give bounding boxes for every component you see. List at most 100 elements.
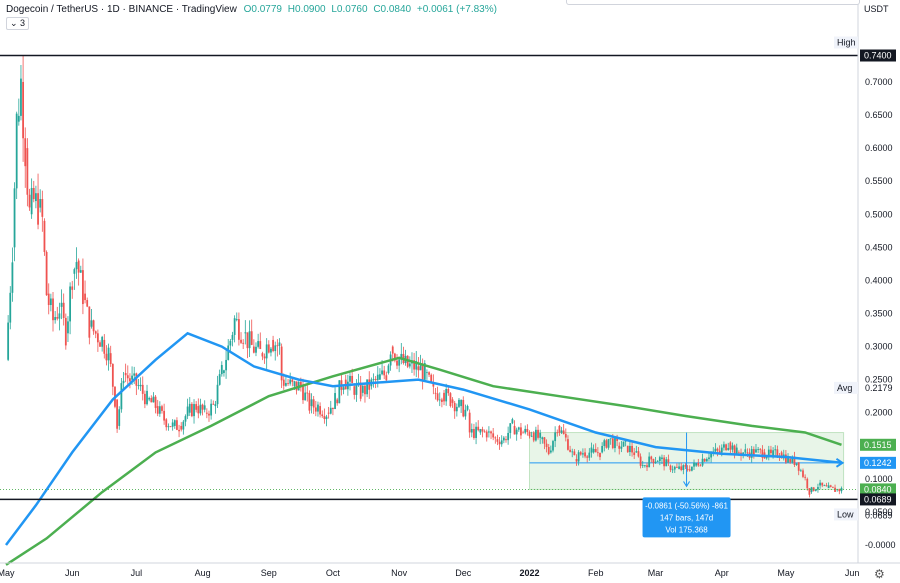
- candle-body: [750, 449, 753, 458]
- candle-body: [229, 340, 232, 346]
- candle-body: [804, 476, 807, 478]
- candle-body: [265, 344, 268, 359]
- low-tag: Low: [837, 509, 854, 519]
- candle-body: [545, 443, 548, 448]
- settings-gear-icon[interactable]: ⚙: [874, 567, 885, 581]
- candle-body: [43, 220, 46, 252]
- candle-body: [272, 339, 274, 352]
- candle-body: [353, 386, 356, 395]
- candle-body: [821, 482, 824, 486]
- candle-body: [829, 485, 832, 487]
- candle-body: [500, 440, 503, 445]
- candle-body: [225, 359, 227, 371]
- candle-body: [120, 383, 123, 410]
- candle-body: [161, 406, 163, 411]
- x-tick-label: Jun: [65, 568, 80, 578]
- ma-green-line[interactable]: [5, 356, 842, 566]
- candle-body: [577, 452, 580, 462]
- candle-body: [148, 398, 151, 400]
- candle-body: [79, 270, 82, 273]
- candle-body: [539, 432, 542, 438]
- candle-body: [336, 399, 339, 404]
- x-tick-label: May: [0, 568, 15, 578]
- candle-body: [96, 333, 99, 343]
- candle-body: [276, 345, 279, 347]
- candle-body: [56, 317, 59, 319]
- candle-body: [710, 452, 713, 458]
- candle-body: [22, 81, 24, 139]
- candle-body: [678, 466, 680, 469]
- x-tick-label: Jul: [131, 568, 143, 578]
- candle-body: [180, 425, 183, 430]
- candle-body: [438, 399, 441, 401]
- candle-body: [669, 465, 672, 470]
- y-tick-label: 0.1000: [865, 474, 893, 484]
- candle-body: [280, 346, 283, 381]
- candle-body: [248, 331, 251, 349]
- candle-body: [618, 445, 621, 449]
- candle-body: [784, 454, 787, 463]
- candle-body: [146, 390, 148, 405]
- x-axis: May Jun Jul Aug Sep Oct Nov Dec 2022 Feb Mar Apr May…: [0, 562, 900, 578]
- candle-body: [735, 447, 738, 455]
- candle-body: [208, 413, 210, 416]
- candle-body: [541, 437, 544, 440]
- y-tick-label: 0.7000: [865, 77, 893, 87]
- candle-body: [579, 452, 582, 455]
- candle-body: [154, 396, 157, 408]
- candle-body: [90, 320, 93, 327]
- measure-tooltip-line: Vol 175.368: [665, 525, 708, 534]
- candle-body: [13, 188, 16, 248]
- candle-body: [573, 451, 576, 456]
- candle-body: [596, 452, 599, 454]
- candle-body: [470, 428, 473, 433]
- candle-body: [319, 406, 321, 415]
- candle-body: [567, 439, 569, 450]
- candle-body: [240, 339, 242, 343]
- candle-body: [492, 433, 495, 438]
- candle-body: [654, 461, 657, 464]
- candle-body: [759, 449, 762, 450]
- candle-body: [725, 444, 727, 451]
- candle-body: [261, 353, 264, 357]
- candle-body: [387, 365, 390, 374]
- measure-tooltip-line: -0.0861 (-50.56%) -861: [645, 501, 728, 510]
- candle-body: [708, 457, 710, 460]
- candle-body: [772, 450, 774, 456]
- candle-body: [361, 385, 364, 393]
- candle-body: [814, 489, 817, 491]
- candle-body: [663, 457, 666, 467]
- change-value: +0.0061 (+7.83%): [416, 4, 497, 15]
- symbol-title[interactable]: Dogecoin / TetherUS · 1D · BINANCE · Tra…: [6, 4, 237, 15]
- candle-body: [250, 331, 253, 345]
- candle-body: [152, 396, 155, 403]
- candle-body: [28, 194, 31, 208]
- candle-body: [639, 456, 642, 466]
- x-tick-label: Jun: [845, 568, 860, 578]
- candle-body: [60, 302, 63, 307]
- candle-body: [327, 412, 330, 414]
- candle-body: [385, 375, 388, 381]
- candle-body: [443, 392, 445, 402]
- candle-body: [631, 445, 633, 453]
- candle-body: [426, 372, 428, 374]
- ma-blue-line[interactable]: [5, 331, 842, 546]
- candle-body: [661, 457, 663, 460]
- indicator-toggle-button[interactable]: ⌄ 3: [6, 17, 30, 30]
- candle-body: [552, 441, 554, 451]
- candle-body: [513, 425, 516, 435]
- candle-body: [652, 459, 655, 464]
- candle-body: [646, 465, 648, 468]
- x-tick-label: Aug: [195, 568, 211, 578]
- candle-body: [289, 379, 292, 384]
- candle-body: [624, 440, 627, 442]
- y-tick-label: 0.0500: [865, 507, 893, 517]
- candle-body: [806, 478, 809, 489]
- candle-body: [334, 393, 336, 410]
- candle-body: [693, 462, 695, 467]
- candle-body: [169, 426, 172, 428]
- candle-body: [757, 449, 760, 450]
- candle-body: [415, 361, 418, 370]
- candle-body: [688, 469, 691, 471]
